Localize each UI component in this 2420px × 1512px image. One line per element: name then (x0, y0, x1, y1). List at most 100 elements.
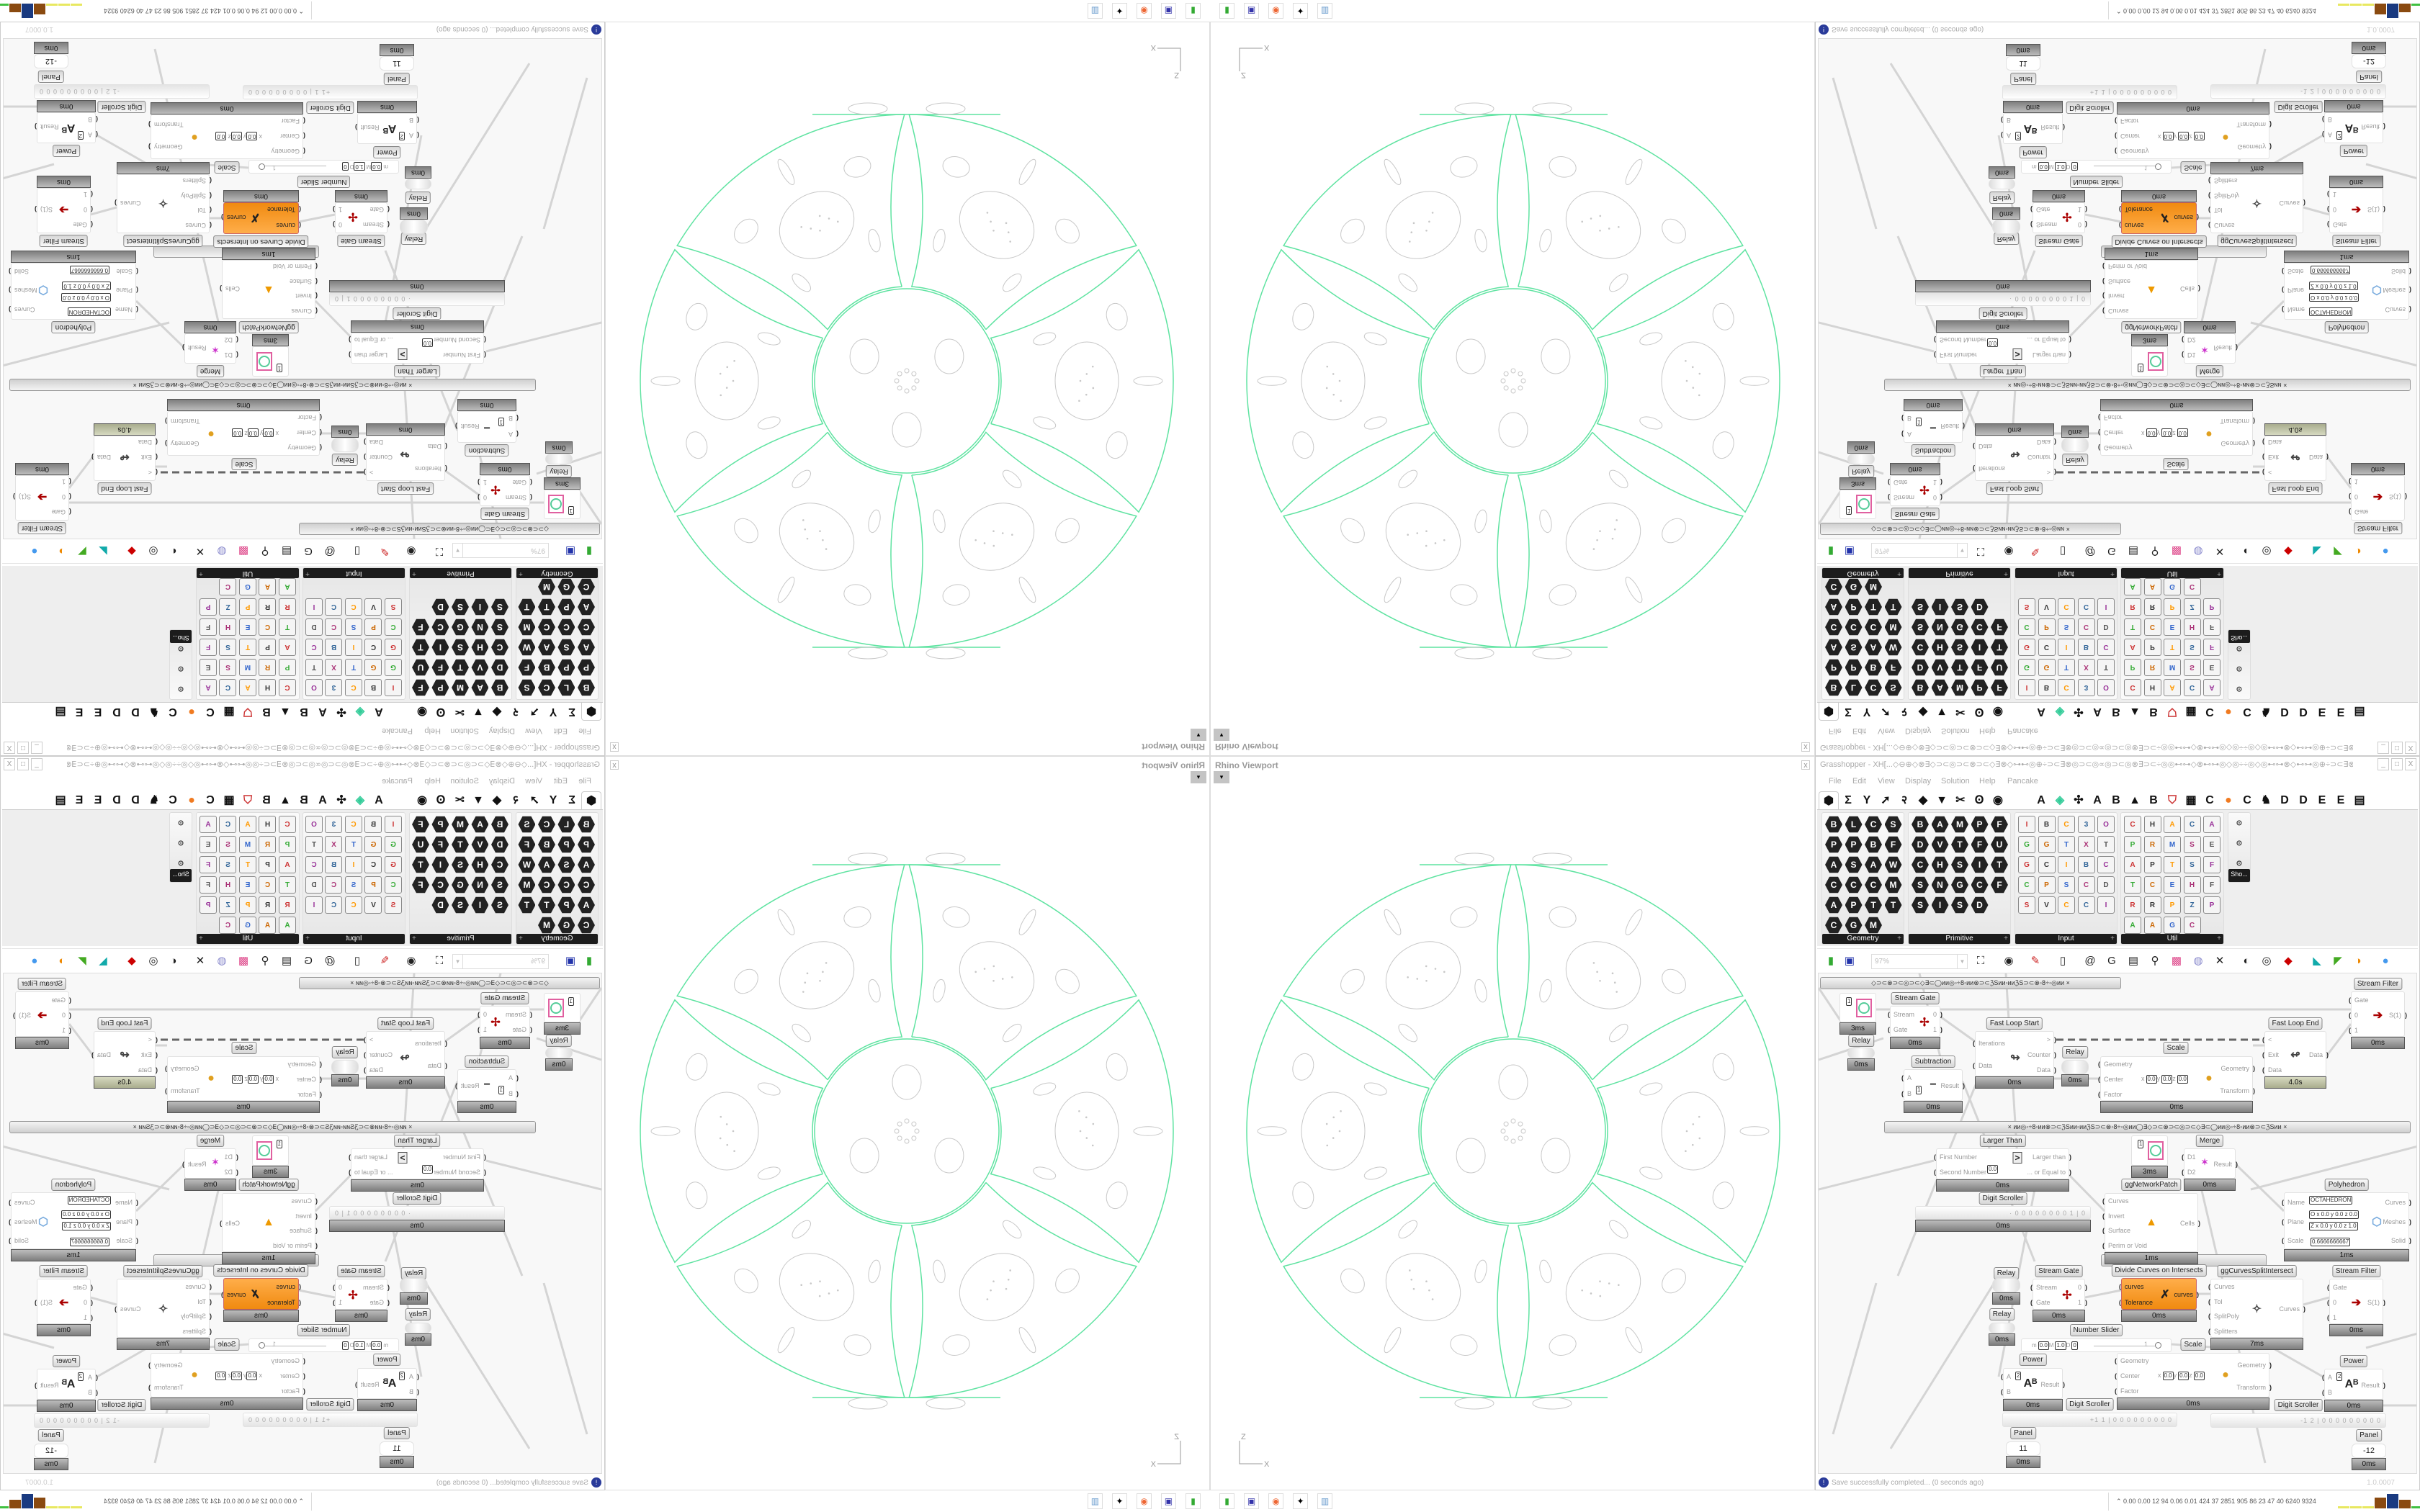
node-component[interactable]: GeometryCenterFactorGeometryTransformx0.… (2115, 1353, 2272, 1398)
shape-icon[interactable]: S (491, 618, 508, 636)
dial-icon[interactable]: D (2097, 618, 2115, 636)
output-transform[interactable]: Transform (171, 1087, 200, 1095)
node-label[interactable]: Digit Scroller (393, 1192, 442, 1205)
puzzle-icon[interactable]: ✣ (2074, 794, 2084, 806)
input-curves[interactable]: curves (2119, 1283, 2143, 1291)
abc-text-icon[interactable]: A (538, 639, 555, 656)
node-label[interactable]: Scale (214, 161, 240, 174)
timer-icon[interactable]: T (239, 639, 256, 656)
input-scale[interactable]: Scale (2282, 1237, 2303, 1245)
vector-path-icon[interactable]: V (472, 836, 489, 853)
fx-icon[interactable]: F (200, 876, 217, 894)
dial-icon[interactable]: D (2097, 876, 2115, 894)
spiral-icon[interactable]: S (1885, 679, 1902, 696)
input-data[interactable]: Data (2262, 1066, 2282, 1074)
bifocals-icon[interactable]: ▯ (354, 545, 361, 557)
import-icon[interactable]: I (2018, 816, 2035, 833)
input-splitters[interactable]: Splitters (2208, 1328, 2237, 1336)
refresh-icon[interactable]: R (2143, 598, 2161, 616)
close-button[interactable]: X (2405, 758, 2416, 770)
input-value-field[interactable]: 0.0 (246, 132, 258, 140)
eraser-ball-icon[interactable]: E (200, 659, 217, 676)
flask-icon[interactable]: F (200, 856, 217, 873)
pdb-file-icon[interactable]: P (364, 876, 382, 894)
search-icon[interactable]: ⚲ (261, 545, 269, 557)
leaf-icon[interactable]: ◆ (492, 706, 502, 718)
sphere-blue-icon[interactable]: ● (2382, 545, 2389, 557)
grid-icon[interactable]: G (1951, 618, 1968, 636)
input-gate[interactable]: Gate (2327, 1284, 2347, 1292)
output-meshes[interactable]: Meshes (2383, 1218, 2411, 1226)
color-gem-icon[interactable]: C (345, 679, 362, 696)
shape-icon[interactable]: S (491, 876, 508, 894)
node-label[interactable]: Subtraction (1911, 1056, 1955, 1068)
group-header[interactable]: × ᴎᴎ◎◦÷8◦ᴎᴎ⊗⊃⊂ℨSᴎᴎ◦ᴎᴎℨS⊃⊂⊗◦8÷◦◎ᴎᴎ◯∃◇⊃⊂⊗⊃… (9, 379, 536, 391)
input-value-field[interactable]: 0.0 (1987, 338, 1999, 347)
node-component[interactable]: GeometryCenterFactorGeometryTransformx0.… (2100, 411, 2253, 456)
expand-panel-icon[interactable]: + (519, 570, 523, 577)
ribbon-cyan-icon[interactable]: ◣ (99, 545, 107, 557)
close-button[interactable]: X (2405, 742, 2416, 754)
cluster-icon[interactable]: C (259, 618, 277, 636)
cross-hex-icon[interactable]: C (2183, 917, 2201, 934)
color-wheel-icon[interactable]: C (2038, 856, 2056, 873)
ribbon-cyan-icon[interactable]: ◣ (99, 955, 107, 967)
shield-icon[interactable]: ⛉ (2167, 794, 2177, 806)
input-value-field[interactable]: 0.0 (215, 132, 227, 140)
floppy-64-icon[interactable]: ▣ (1244, 1493, 1259, 1509)
input-value-field[interactable]: Z x 0.0 y 0.0 z 1.0 (62, 1222, 111, 1230)
output-0[interactable]: 0 (483, 493, 487, 501)
ribbon-panel-label[interactable]: Util + (2121, 568, 2223, 578)
calendar-icon[interactable]: C (2077, 876, 2095, 894)
input-splitpoly[interactable]: SplitPoly (2214, 192, 2239, 199)
folder-icon[interactable]: F (432, 659, 449, 676)
output-larger-than[interactable]: Larger than (2033, 351, 2066, 359)
menu-display[interactable]: Display (1905, 726, 1932, 735)
tab-e[interactable]: E (2318, 794, 2326, 806)
scribble-icon[interactable]: S (345, 876, 362, 894)
input-geometry[interactable]: Geometry (2115, 1357, 2148, 1365)
expand-panel-icon[interactable]: + (199, 570, 203, 577)
shield-icon[interactable]: ⛉ (243, 794, 253, 806)
output-larger-than[interactable]: Larger than (354, 1153, 387, 1161)
node-label[interactable]: Stream Filter (17, 978, 67, 990)
node-panel[interactable]: -12 (2352, 1444, 2386, 1458)
file-icon[interactable]: F (412, 876, 429, 894)
dome-icon[interactable]: D (432, 896, 449, 914)
menu-help[interactable]: Help (1979, 726, 1996, 735)
firefox-icon[interactable]: ◉ (1137, 1493, 1152, 1509)
input-stream[interactable]: Stream (2036, 220, 2057, 228)
preview-sphere-icon[interactable]: ◐ (170, 955, 177, 967)
node-label[interactable]: Stream Filter (2353, 978, 2403, 990)
ribbon-panel-label[interactable]: Primitive + (1909, 934, 2010, 944)
node-relay[interactable] (2061, 438, 2089, 452)
hex-pattern-icon[interactable]: H (472, 856, 489, 873)
cell-icon[interactable]: C (538, 876, 555, 894)
calendar-icon[interactable]: C (325, 876, 343, 894)
node-panel[interactable]: -12 (34, 54, 68, 68)
ribbon-green-icon[interactable]: ◤ (2334, 545, 2342, 557)
slider-grip[interactable] (259, 1342, 265, 1349)
tab-e[interactable]: E (94, 706, 102, 718)
output-cells[interactable]: Cells (225, 284, 240, 292)
cherry-icon[interactable]: C (2124, 816, 2141, 833)
curve-graph-icon[interactable]: C (385, 876, 402, 894)
ribbon-panel-label[interactable]: Geometry + (516, 568, 598, 578)
panel-text[interactable]: 11 (393, 1444, 401, 1453)
complex-icon[interactable]: C (432, 618, 449, 636)
puzzle-icon[interactable]: ✣ (336, 794, 346, 806)
input-value-field[interactable]: 1 (498, 418, 504, 426)
output-data[interactable]: Data (97, 1051, 111, 1059)
input-name[interactable]: Name (2282, 1199, 2305, 1207)
input-splitters[interactable]: Splitters (2214, 176, 2238, 184)
menu-pancake[interactable]: Pancake (2007, 777, 2038, 786)
output-s-1-[interactable]: S(1) (40, 206, 53, 214)
bifocals-icon[interactable]: ▯ (2059, 545, 2066, 557)
ribbon-panel-label[interactable]: Geometry + (1822, 934, 1904, 944)
cube-icon[interactable]: C (1845, 618, 1863, 636)
tab-b[interactable]: B (2149, 706, 2158, 718)
eye-icon[interactable]: ◉ (406, 545, 416, 557)
preview-shaded-icon[interactable]: ◆ (2284, 545, 2293, 557)
field-icon[interactable]: F (1885, 659, 1902, 676)
